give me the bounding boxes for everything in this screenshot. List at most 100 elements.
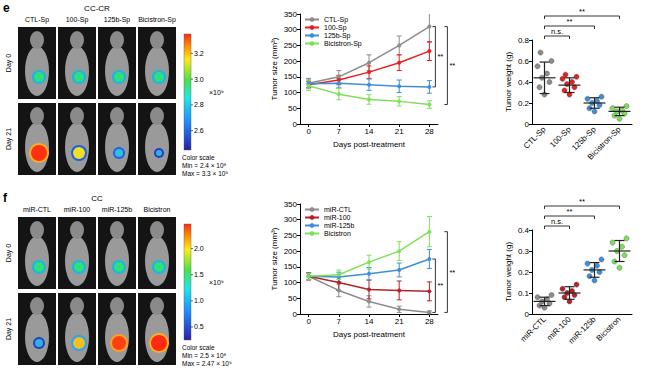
svg-text:0: 0 (525, 310, 530, 319)
svg-text:100-Sp: 100-Sp (66, 16, 89, 24)
svg-text:**: ** (567, 17, 573, 26)
svg-text:Tumor weight (g): Tumor weight (g) (504, 52, 513, 113)
svg-text:0.6: 0.6 (518, 57, 530, 66)
svg-text:**: ** (567, 207, 573, 216)
svg-text:125b-Sp: 125b-Sp (570, 124, 598, 153)
svg-text:0.4: 0.4 (518, 226, 530, 235)
svg-text:miR-125b: miR-125b (324, 222, 354, 229)
svg-text:100-Sp: 100-Sp (548, 124, 573, 150)
svg-text:3.2: 3.2 (194, 50, 204, 57)
svg-text:1.0: 1.0 (194, 297, 204, 304)
svg-text:Min = 2.4 × 10⁸: Min = 2.4 × 10⁸ (182, 162, 227, 169)
svg-text:CTL-Sp: CTL-Sp (324, 16, 348, 24)
svg-text:Bicistron: Bicistron (595, 315, 623, 343)
svg-text:1.5: 1.5 (194, 271, 204, 278)
svg-text:**: ** (579, 7, 585, 16)
svg-text:**: ** (449, 61, 455, 70)
svg-text:miR-CTL: miR-CTL (23, 206, 51, 213)
svg-text:100: 100 (284, 88, 298, 97)
svg-text:0.2: 0.2 (518, 268, 530, 277)
svg-text:Bicistron-Sp: Bicistron-Sp (324, 40, 362, 48)
svg-text:14: 14 (365, 317, 374, 326)
svg-text:2.8: 2.8 (194, 101, 204, 108)
svg-text:0.8: 0.8 (518, 36, 530, 45)
svg-text:Day 21: Day 21 (5, 318, 13, 340)
svg-text:**: ** (579, 197, 585, 206)
svg-text:14: 14 (365, 127, 374, 136)
svg-text:miR-125b: miR-125b (102, 206, 132, 213)
svg-text:f: f (3, 191, 8, 205)
svg-text:28: 28 (425, 127, 434, 136)
svg-text:0.3: 0.3 (518, 247, 530, 256)
svg-text:0: 0 (293, 310, 298, 319)
svg-text:7: 7 (337, 127, 342, 136)
svg-text:Day 0: Day 0 (5, 54, 13, 72)
svg-text:0.2: 0.2 (518, 99, 530, 108)
svg-text:**: ** (449, 268, 455, 277)
svg-text:miR-100: miR-100 (64, 206, 91, 213)
svg-text:350: 350 (284, 200, 298, 209)
svg-text:250: 250 (284, 41, 298, 50)
svg-text:125b-Sp: 125b-Sp (104, 16, 131, 24)
svg-text:300: 300 (284, 215, 298, 224)
svg-text:150: 150 (284, 262, 298, 271)
svg-text:Bicistron: Bicistron (324, 230, 351, 237)
svg-text:2.0: 2.0 (194, 245, 204, 252)
svg-text:2.6: 2.6 (194, 127, 204, 134)
svg-text:200: 200 (284, 247, 298, 256)
svg-text:e: e (3, 1, 10, 15)
svg-text:CTL-Sp: CTL-Sp (522, 124, 548, 150)
svg-text:0.5: 0.5 (194, 323, 204, 330)
svg-text:miR-CTL: miR-CTL (519, 314, 548, 343)
svg-text:miR-100: miR-100 (545, 314, 573, 343)
svg-text:miR-CTL: miR-CTL (324, 206, 352, 213)
svg-text:Bicistron-Sp: Bicistron-Sp (586, 124, 623, 161)
svg-text:×10⁹: ×10⁹ (209, 89, 224, 96)
svg-text:Color scale: Color scale (182, 154, 215, 161)
svg-text:250: 250 (284, 231, 298, 240)
svg-text:150: 150 (284, 72, 298, 81)
svg-text:Min = 2.5 × 10⁸: Min = 2.5 × 10⁸ (182, 352, 227, 359)
svg-text:0: 0 (525, 120, 530, 129)
svg-text:**: ** (437, 281, 443, 290)
svg-text:350: 350 (284, 10, 298, 19)
svg-text:21: 21 (395, 317, 404, 326)
svg-text:n.s.: n.s. (551, 27, 563, 36)
svg-text:21: 21 (395, 127, 404, 136)
svg-text:Tumor size (mm³): Tumor size (mm³) (270, 227, 279, 290)
svg-text:×10⁹: ×10⁹ (209, 279, 224, 286)
svg-text:n.s.: n.s. (551, 217, 563, 226)
svg-text:0.1: 0.1 (518, 289, 530, 298)
svg-text:50: 50 (288, 294, 297, 303)
svg-text:CTL-Sp: CTL-Sp (25, 16, 49, 24)
svg-text:50: 50 (288, 104, 297, 113)
svg-text:CC-CR: CC-CR (84, 4, 110, 13)
svg-text:300: 300 (284, 25, 298, 34)
svg-text:Bicistron: Bicistron (144, 206, 171, 213)
svg-text:**: ** (437, 52, 443, 61)
svg-text:3.0: 3.0 (194, 76, 204, 83)
svg-text:Tumor size (mm³): Tumor size (mm³) (270, 37, 279, 100)
svg-text:Color scale: Color scale (182, 344, 215, 351)
svg-text:0: 0 (306, 127, 311, 136)
svg-text:Days post-treatment: Days post-treatment (333, 330, 406, 339)
svg-text:Bicistron-Sp: Bicistron-Sp (138, 16, 176, 24)
svg-text:Days post-treatment: Days post-treatment (333, 140, 406, 149)
svg-text:Max = 3.3 × 10⁹: Max = 3.3 × 10⁹ (182, 170, 228, 177)
svg-text:100-Sp: 100-Sp (324, 24, 347, 32)
svg-text:0: 0 (293, 120, 298, 129)
svg-text:Day 21: Day 21 (5, 128, 13, 150)
svg-text:200: 200 (284, 57, 298, 66)
svg-text:0.4: 0.4 (518, 78, 530, 87)
svg-text:miR-100: miR-100 (324, 214, 351, 221)
svg-text:miR-125b: miR-125b (567, 314, 598, 345)
svg-text:Max = 2.47 × 10⁹: Max = 2.47 × 10⁹ (182, 360, 232, 367)
svg-text:100: 100 (284, 278, 298, 287)
svg-text:28: 28 (425, 317, 434, 326)
svg-text:CC: CC (91, 194, 103, 203)
svg-text:Tumor weight (g): Tumor weight (g) (504, 242, 513, 303)
svg-text:0: 0 (306, 317, 311, 326)
svg-text:Day 0: Day 0 (5, 244, 13, 262)
svg-text:7: 7 (337, 317, 342, 326)
svg-text:125b-Sp: 125b-Sp (324, 32, 351, 40)
